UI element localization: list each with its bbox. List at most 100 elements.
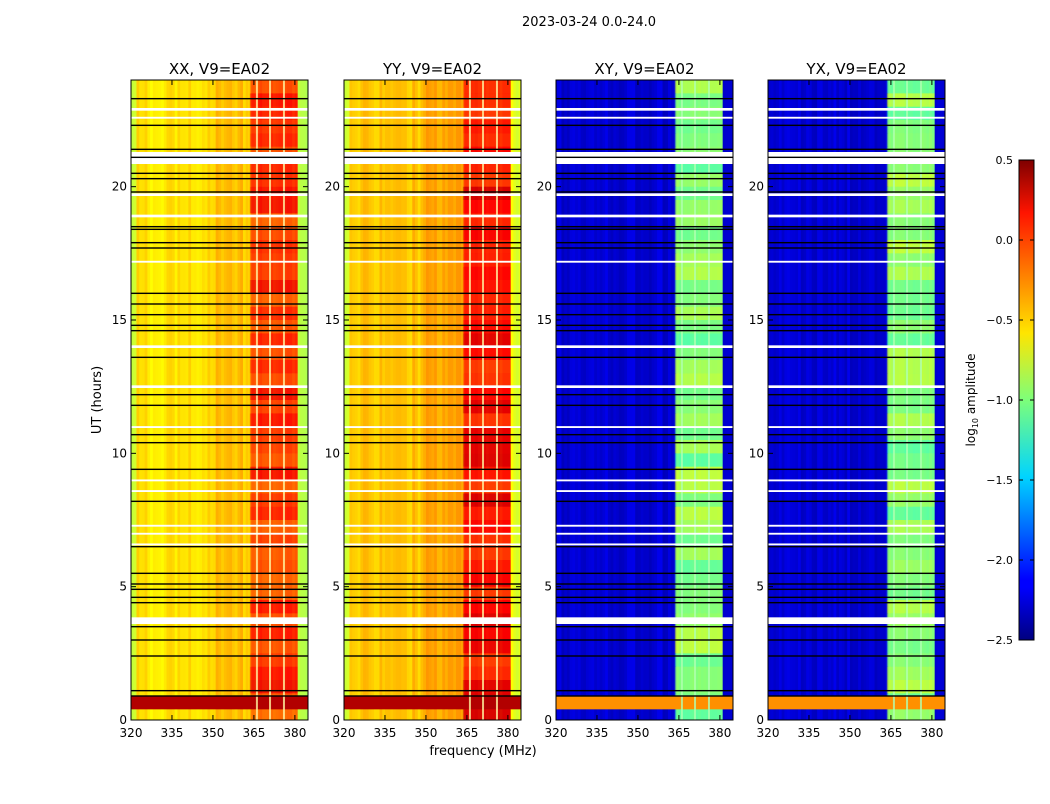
- heatmap-cell: [139, 80, 143, 720]
- heatmap-cell: [674, 546, 723, 560]
- flag-black-row: [556, 191, 733, 193]
- y-tick-label: 5: [544, 580, 552, 594]
- heatmap-cell: [412, 80, 416, 720]
- flag-black-row: [344, 228, 521, 231]
- flag-white-row: [768, 479, 945, 482]
- flag-black-row: [768, 596, 945, 599]
- flag-black-row: [344, 247, 521, 249]
- flag-black-row: [344, 601, 521, 604]
- flag-black-row: [131, 356, 308, 359]
- flag-black-row: [768, 228, 945, 231]
- heatmap-cell: [354, 80, 359, 720]
- heatmap-cell: [462, 93, 511, 107]
- colorbar-tick-label: 0.5: [996, 154, 1014, 167]
- heatmap-cell: [417, 80, 422, 720]
- heatmap-cell: [886, 133, 935, 147]
- subband-gap: [707, 80, 710, 720]
- flag-white-row: [344, 617, 521, 624]
- flag-black-row: [344, 625, 521, 628]
- heatmap-cell: [249, 506, 298, 520]
- heatmap-cell: [462, 560, 511, 574]
- flag-white-row: [344, 479, 521, 482]
- heatmap-cell: [814, 80, 818, 720]
- heatmap-cell: [387, 80, 392, 720]
- heatmap-cell: [371, 80, 375, 720]
- heatmap-cell: [602, 80, 606, 720]
- heatmap-cell: [249, 93, 298, 107]
- flag-black-row: [131, 324, 308, 327]
- flag-black-row: [768, 393, 945, 396]
- flag-black-row: [556, 228, 733, 231]
- heatmap-cell: [819, 80, 824, 720]
- heatmap-panel-2: XY, V9=EA02 320 335 350 365 380 0 5 10 15 20: [537, 60, 734, 740]
- subband-gap: [694, 80, 697, 720]
- heatmap-cell: [357, 80, 361, 720]
- flag-black-row: [131, 404, 308, 407]
- flag-black-row: [344, 241, 521, 244]
- flag-black-row: [768, 148, 945, 151]
- flag-black-row: [556, 404, 733, 407]
- flag-white-row: [556, 479, 733, 482]
- flag-black-row: [344, 545, 521, 548]
- x-tick-label: 350: [201, 726, 224, 740]
- heatmap-cell: [667, 80, 672, 720]
- heatmap-cell: [352, 80, 356, 720]
- heatmap-cell: [886, 413, 935, 427]
- flag-white-row: [344, 543, 521, 546]
- heatmap-cell: [665, 80, 669, 720]
- heatmap-cell: [784, 80, 788, 720]
- x-tick-label: 320: [757, 726, 780, 740]
- heatmap-cell: [249, 546, 298, 560]
- heatmap-cell: [363, 80, 367, 720]
- y-tick-label: 10: [537, 446, 552, 460]
- heatmap-cell: [458, 80, 463, 720]
- heatmap-cell: [240, 80, 244, 720]
- heatmap-cell: [730, 80, 733, 720]
- heatmap-cell: [245, 80, 250, 720]
- flag-black-row: [131, 583, 308, 585]
- flag-white-row: [768, 345, 945, 348]
- flag-black-row: [768, 313, 945, 316]
- flag-white-row: [768, 385, 945, 388]
- heatmap-cell: [800, 80, 805, 720]
- flag-white-row: [556, 345, 733, 348]
- heatmap-cell: [249, 173, 298, 187]
- heatmap-cell: [462, 400, 511, 414]
- y-tick-label: 15: [325, 313, 340, 327]
- x-tick-label: 365: [242, 726, 265, 740]
- heatmap-cell: [674, 506, 723, 520]
- heatmap-cell: [869, 80, 873, 720]
- heatmap-cell: [643, 80, 647, 720]
- heatmap-cell: [937, 80, 941, 720]
- heatmap-cell: [210, 80, 214, 720]
- x-tick-label: 320: [120, 726, 143, 740]
- heatmap-cell: [462, 333, 511, 347]
- flag-black-row: [556, 324, 733, 327]
- heatmap-cell: [185, 80, 189, 720]
- heatmap-cell: [882, 80, 887, 720]
- heatmap-cell: [462, 386, 511, 400]
- heatmap-cell: [566, 80, 571, 720]
- flag-black-row: [344, 148, 521, 151]
- heatmap-cell: [428, 80, 433, 720]
- heatmap-cell: [886, 373, 935, 387]
- flag-black-row: [556, 433, 733, 436]
- flag-black-row: [131, 124, 308, 127]
- heatmap-cell: [674, 426, 723, 440]
- colorbar-tick-label: −2.0: [986, 554, 1013, 567]
- heatmap-cell: [376, 80, 381, 720]
- flag-black-row: [131, 303, 308, 305]
- heatmap-cell: [822, 80, 826, 720]
- heatmap-cell: [439, 80, 443, 720]
- heatmap-cell: [344, 80, 348, 720]
- heatmap-cell: [177, 80, 181, 720]
- heatmap-cell: [722, 80, 726, 720]
- heatmap-cell: [510, 80, 514, 720]
- heatmap-cell: [234, 80, 239, 720]
- heatmap-cell: [163, 80, 168, 720]
- flag-black-row: [556, 468, 733, 471]
- flag-black-row: [131, 695, 308, 697]
- flag-white-row: [131, 490, 308, 492]
- heatmap-cell: [583, 80, 587, 720]
- heatmap-cell: [778, 80, 783, 720]
